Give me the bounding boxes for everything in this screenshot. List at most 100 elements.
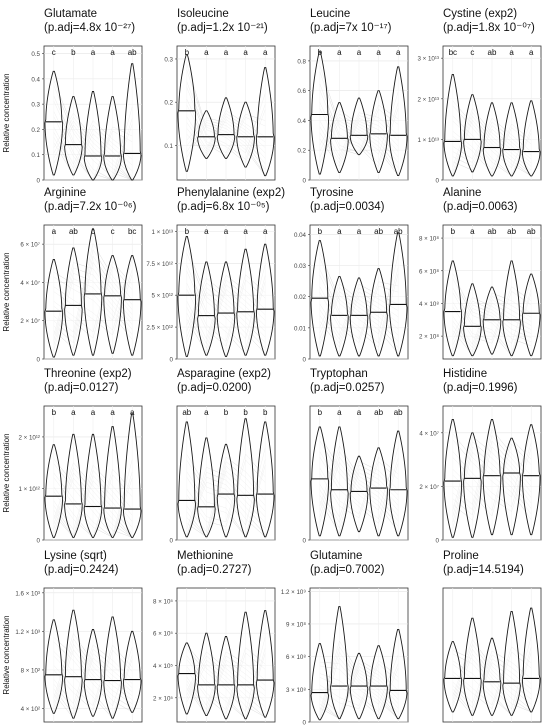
panel-title: Isoleucine (177, 8, 229, 20)
violin-4m (64, 96, 83, 176)
violin-36m (255, 67, 275, 177)
x-tick-label: 36m (524, 726, 538, 728)
x-tick-label: 12m (219, 726, 233, 728)
violin-preop (443, 418, 463, 538)
violin-preop (310, 426, 330, 537)
violin-36m (255, 243, 275, 356)
panel-subtitle: (p.adj=0.2727) (177, 564, 252, 576)
violin-12m (216, 635, 236, 720)
violin-preop (177, 236, 197, 357)
significance-letter: bc (449, 48, 457, 57)
panel-subtitle: (p.adj=0.0257) (310, 382, 385, 394)
x-tick-label: 12m (86, 726, 100, 728)
violin-12m (482, 102, 502, 177)
significance-letter: ab (507, 227, 516, 236)
y-tick-label: 8 × 10² (21, 667, 40, 674)
y-tick-label: 0.4 (297, 118, 306, 125)
violin-24m (502, 611, 521, 716)
y-tick-label: 6 × 10⁸ (286, 654, 306, 661)
significance-letter: a (110, 48, 115, 57)
significance-letter: a (337, 408, 342, 417)
panel-subtitle: (p.adj=0.1996) (443, 382, 518, 394)
significance-letter: a (224, 48, 229, 57)
y-tick-label: 0 (37, 538, 41, 545)
y-tick-label: 0.3 (164, 56, 173, 63)
panel-title: Proline (443, 550, 479, 562)
significance-letter: a (243, 227, 248, 236)
panel-subtitle: (p.adj=0.2424) (44, 564, 119, 576)
panel-subtitle: (p.adj=4.8x 10⁻²⁷) (44, 22, 135, 34)
panel-title: Cystine (exp2) (443, 8, 517, 20)
significance-letter: bc (128, 227, 136, 236)
y-tick-label: 0.03 (294, 263, 307, 270)
violin-12m (482, 286, 502, 355)
violin-12m (83, 91, 103, 181)
panel-title: Tryptophan (310, 368, 368, 380)
violin-24m (103, 96, 122, 181)
significance-letter: b (318, 48, 323, 57)
significance-letter: a (204, 48, 209, 57)
violin-12m (349, 97, 369, 156)
violin-4m (64, 247, 83, 356)
x-tick-label: preop (444, 726, 462, 728)
violin-36m (388, 232, 408, 357)
panel-title: Leucine (310, 8, 350, 20)
violin-12m (83, 433, 103, 538)
violin-36m (521, 273, 541, 357)
y-tick-label: 2 × 10⁸ (419, 334, 439, 341)
y-tick-label: 2.5 × 10¹² (146, 325, 173, 332)
y-tick-label: 4 × 10⁸ (419, 301, 439, 308)
violin-preop (177, 642, 197, 715)
significance-letter: a (91, 48, 96, 57)
panel-subtitle: (p.adj=1.8x 10⁻⁰⁷) (443, 22, 535, 34)
violin-4m (197, 261, 216, 356)
y-tick-label: 0 (436, 178, 440, 185)
y-tick-label: 3 × 10¹³ (418, 56, 440, 63)
y-tick-label: 0.5 (31, 51, 40, 58)
significance-letter: a (396, 48, 401, 57)
y-tick-label: 2 × 10⁷ (419, 484, 439, 491)
significance-letter: b (224, 408, 229, 417)
panel-title: Glutamate (44, 8, 97, 20)
panel-subtitle: (p.adj=14.5194) (443, 564, 524, 576)
panel-subtitle: (p.adj=7.2x 10⁻⁰⁶) (44, 201, 137, 213)
significance-letter: a (357, 227, 362, 236)
significance-letter: ab (488, 48, 497, 57)
y-tick-label: 4 × 10⁷ (419, 430, 439, 437)
violin-preop (177, 421, 196, 538)
violin-preop (443, 641, 463, 713)
y-tick-label: 0.3 (31, 102, 40, 109)
panel-title: Phenylalanine (exp2) (177, 187, 285, 199)
y-tick-label: 0.1 (31, 152, 40, 159)
significance-letter: a (71, 408, 76, 417)
y-tick-label: 4 × 10⁷ (20, 280, 40, 287)
violin-4m (197, 437, 216, 538)
y-tick-label: 3 × 10⁸ (286, 687, 306, 694)
x-tick-label: 4m (68, 726, 78, 728)
x-tick-label: 12m (485, 726, 499, 728)
y-tick-label: 1.2 × 10³ (15, 629, 40, 636)
x-tick-label: 4m (334, 726, 344, 728)
violin-4m (330, 426, 349, 537)
panel-title: Tyrosine (310, 187, 353, 199)
y-tick-label: 6 × 10⁷ (20, 242, 40, 249)
violin-36m (389, 628, 408, 720)
violin-12m (482, 418, 502, 536)
violin-12m (349, 277, 369, 357)
y-tick-label: 0.2 (31, 127, 40, 134)
y-tick-label: 7.5 × 10¹² (146, 261, 173, 268)
violin-preop (44, 444, 64, 538)
violin-4m (463, 432, 482, 538)
y-tick-label: 9 × 10⁸ (286, 621, 306, 628)
y-tick-label: 0.4 (31, 76, 40, 83)
significance-letter: a (52, 227, 57, 236)
y-tick-label: 0.02 (294, 294, 307, 301)
violin-12m (482, 637, 502, 716)
violin-4m (330, 102, 349, 174)
significance-letter: a (337, 48, 342, 57)
y-tick-label: 4 × 10² (21, 706, 40, 713)
y-tick-label: 0 (303, 357, 307, 364)
violin-24m (103, 255, 122, 354)
violin-36m (255, 421, 275, 538)
